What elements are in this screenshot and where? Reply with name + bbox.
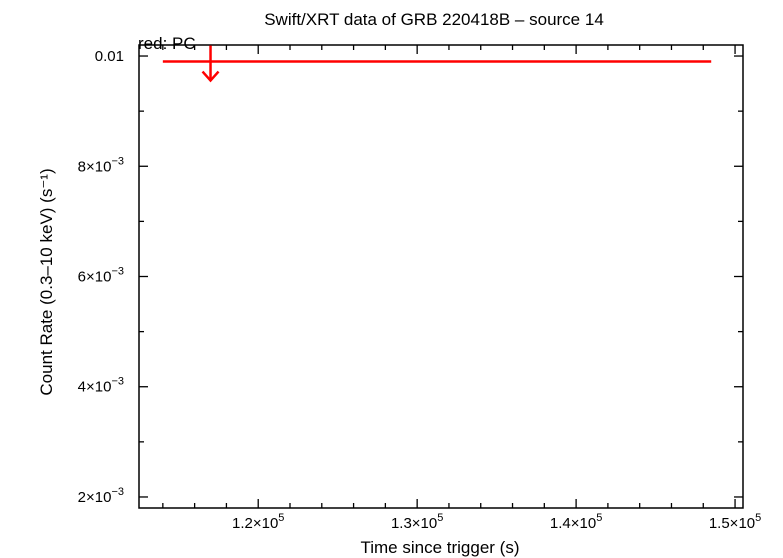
axis-ticks [139,45,743,508]
y-tick-labels: 2×10−3 4×10−3 6×10−3 8×10−3 0.01 [78,48,124,506]
plot-frame [138,44,744,509]
upper-limit-arrow-head [201,70,220,83]
x-tick-label: 1.4×105 [550,512,602,532]
y-tick-label: 6×10−3 [78,266,124,286]
x-tick-labels: 1.2×105 1.3×105 1.4×105 1.5×105 [232,512,761,532]
y-tick-label: 8×10−3 [78,155,124,175]
x-axis-label: Time since trigger (s) [360,538,519,557]
y-axis-label: Count Rate (0.3–10 keV) (s⁻¹) [37,168,56,395]
x-tick-label: 1.5×105 [709,512,761,532]
x-tick-label: 1.2×105 [232,512,284,532]
series-legend-label: red: PC [138,34,196,53]
x-tick-label: 1.3×105 [391,512,443,532]
y-tick-label: 2×10−3 [78,486,124,506]
data-marks [162,45,712,83]
y-tick-label: 4×10−3 [78,376,124,396]
y-tick-label: 0.01 [95,48,124,65]
chart-title: Swift/XRT data of GRB 220418B – source 1… [264,10,604,29]
